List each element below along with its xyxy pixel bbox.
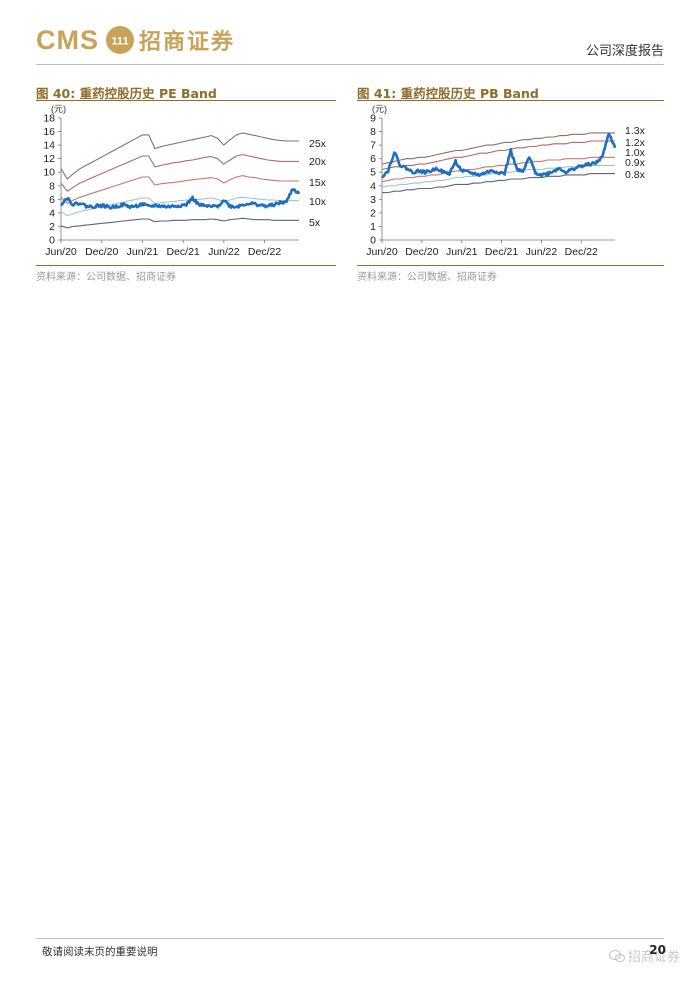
band-line-0.8x: [382, 173, 615, 194]
y-tick-label: 8: [49, 180, 55, 192]
band-line-25x: [60, 132, 299, 180]
logo-cn-text: 招商证券: [139, 30, 236, 55]
x-tick-label: Dec/22: [248, 246, 281, 258]
x-tick-label: Jun/22: [208, 246, 240, 258]
y-tick-label: 5: [370, 167, 376, 179]
band-label: 1.3x: [625, 125, 646, 137]
watermark-text: 招商证券: [627, 950, 680, 965]
band-label: 0.9x: [625, 157, 646, 169]
figure-40-label: 图 40:: [36, 86, 76, 101]
band-line-1.2x: [381, 140, 615, 171]
watermark: 招商证券: [608, 946, 680, 965]
y-tick-label: 0: [370, 235, 376, 247]
band-line-1.3x: [381, 132, 615, 165]
figure-40-title-text: 重药控股历史 PE Band: [79, 86, 217, 101]
y-tick-label: 7: [370, 140, 376, 152]
figure-41-title-text: 重药控股历史 PB Band: [400, 86, 539, 101]
logo-badge-text: 111: [111, 36, 128, 48]
band-label: 10x: [309, 196, 327, 208]
y-tick-label: 14: [43, 140, 55, 152]
y-tick-label: 12: [43, 153, 55, 165]
y-tick-label: 2: [49, 221, 55, 233]
band-label: 5x: [309, 217, 321, 229]
y-tick-label: 6: [370, 153, 376, 165]
figure-41-top-rule: [357, 100, 664, 101]
report-type: 公司深度报告: [585, 44, 664, 59]
logo: CMS 111 招商证券: [36, 24, 235, 56]
x-tick-label: Jun/21: [127, 246, 159, 258]
band-line-1.0x: [381, 156, 615, 183]
footer-disclaimer: 敬请阅读末页的重要说明: [42, 946, 158, 958]
band-label: 20x: [309, 156, 327, 168]
page-number: 20: [649, 943, 666, 957]
y-tick-label: 10: [43, 167, 55, 179]
y-tick-label: 18: [43, 113, 55, 125]
band-label: 1.2x: [625, 137, 646, 149]
y-axis-unit-label: (元): [51, 104, 66, 114]
figure-40-bottom-rule: [36, 265, 336, 266]
y-tick-label: 8: [370, 126, 376, 138]
figure-40-source: 资料来源：公司数据、招商证券: [36, 272, 176, 283]
header-divider: [36, 64, 664, 65]
figure-40-title: 图 40: 重药控股历史 PE Band: [36, 83, 217, 102]
figure-41-label: 图 41:: [357, 86, 397, 101]
y-tick-label: 16: [43, 126, 55, 138]
x-tick-label: Dec/21: [485, 246, 518, 258]
x-tick-label: Jun/21: [446, 246, 478, 258]
y-tick-label: 4: [370, 180, 376, 192]
logo-badge-icon: 111: [106, 26, 134, 54]
band-label: 1.0x: [625, 147, 646, 159]
figure-41-bottom-rule: [357, 265, 664, 266]
price-series-line: [381, 132, 617, 179]
figure-41-source: 资料来源：公司数据、招商证券: [357, 272, 497, 283]
x-tick-label: Jun/20: [366, 246, 398, 258]
pb-band-chart: (元) 0 1 23 45 67 89 Jun/20 Dec/20 Jun/21 Dec/21 Jun…: [366, 104, 646, 258]
x-tick-label: Dec/20: [85, 246, 118, 258]
x-tick-label: Dec/21: [166, 246, 199, 258]
figure-40-top-rule: [36, 100, 336, 101]
y-tick-label: 9: [370, 113, 376, 125]
figure-41-title: 图 41: 重药控股历史 PB Band: [357, 83, 539, 102]
band-label: 0.8x: [625, 169, 646, 181]
x-tick-label: Jun/20: [45, 246, 77, 258]
logo-cms-text: CMS: [36, 24, 99, 55]
band-line-5x: [60, 217, 299, 229]
y-tick-label: 6: [49, 194, 55, 206]
band-label: 25x: [309, 138, 327, 150]
y-tick-label: 1: [370, 221, 376, 233]
x-tick-label: Jun/22: [526, 246, 558, 258]
price-series-line: [60, 188, 301, 210]
y-tick-label: 2: [370, 207, 376, 219]
y-tick-label: 0: [49, 235, 55, 247]
y-tick-label: 4: [49, 207, 55, 219]
y-axis-unit-label: (元): [372, 104, 387, 114]
band-line-20x: [60, 154, 299, 192]
x-tick-label: Dec/22: [565, 246, 598, 258]
band-line-15x: [60, 175, 299, 204]
x-tick-label: Dec/20: [405, 246, 438, 258]
band-label: 15x: [309, 177, 327, 189]
wechat-icon: [608, 949, 625, 962]
y-tick-label: 3: [370, 194, 376, 206]
footer-divider: [36, 938, 664, 939]
